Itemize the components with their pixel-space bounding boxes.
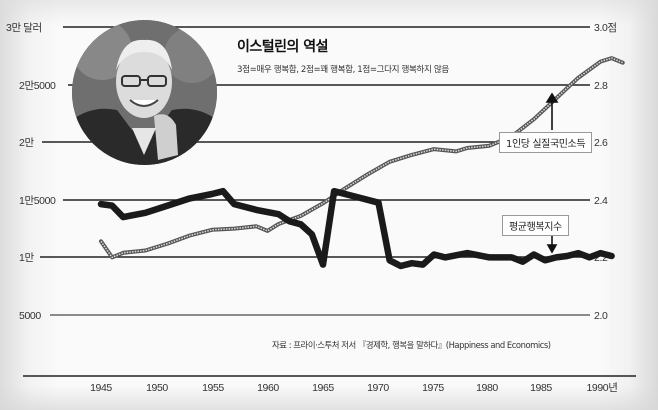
income-arrow-head xyxy=(545,92,559,103)
right-tick-2.8: 2.8 xyxy=(594,80,608,92)
x-tick-1950: 1950 xyxy=(146,382,168,394)
income-series xyxy=(99,56,625,260)
right-tick-3.0: 3.0점 xyxy=(594,22,617,34)
x-tick-1945: 1945 xyxy=(90,382,112,394)
happiness-arrow-head xyxy=(546,244,558,254)
left-tick-10000: 1만 xyxy=(19,252,34,264)
x-tick-1975: 1975 xyxy=(422,382,444,394)
chart-subtitle: 3점=매우 행복함, 2점=꽤 행복함, 1점=그다지 행복하지 않음 xyxy=(237,65,449,75)
left-tick-5000: 5000 xyxy=(19,310,41,322)
happiness-callout: 평균행복지수 xyxy=(502,215,569,236)
callout-arrows xyxy=(545,92,559,254)
left-tick-25000: 2만5000 xyxy=(19,80,56,92)
happiness-line xyxy=(97,187,615,270)
left-tick-20000: 2만 xyxy=(19,137,34,149)
x-tick-1960: 1960 xyxy=(257,382,279,394)
income-callout: 1인당 실질국민소득 xyxy=(499,132,593,153)
left-tick-15000: 1만5000 xyxy=(19,195,56,207)
x-axis-labels: 1945 1950 1955 1960 1965 1970 1975 1980 … xyxy=(90,382,618,394)
income-line-outer xyxy=(99,56,625,260)
right-axis-labels: 3.0점 2.8 2.6 2.4 2.2 2.0 xyxy=(594,22,617,322)
x-tick-1985: 1985 xyxy=(530,382,552,394)
x-tick-1955: 1955 xyxy=(202,382,224,394)
right-tick-2.4: 2.4 xyxy=(594,195,608,207)
x-tick-1970: 1970 xyxy=(367,382,389,394)
x-tick-1990: 1990년 xyxy=(586,382,617,394)
chart-title: 이스털린의 역설 xyxy=(237,39,329,55)
left-tick-30000: 3만 달러 xyxy=(6,22,42,34)
right-tick-2.0: 2.0 xyxy=(594,310,608,322)
left-axis-labels: 3만 달러 2만5000 2만 1만5000 1만 5000 xyxy=(6,22,56,322)
source-note: 자료 : 프라이·스투처 저서 『경제학, 행복을 말하다』(Happiness… xyxy=(272,340,551,350)
x-tick-1980: 1980 xyxy=(476,382,498,394)
portrait-illustration xyxy=(72,20,217,165)
right-tick-2.6: 2.6 xyxy=(594,137,608,149)
portrait-photo xyxy=(72,20,217,165)
x-tick-1965: 1965 xyxy=(312,382,334,394)
title-block: 이스털린의 역설 3점=매우 행복함, 2점=꽤 행복함, 1점=그다지 행복하… xyxy=(237,36,449,75)
